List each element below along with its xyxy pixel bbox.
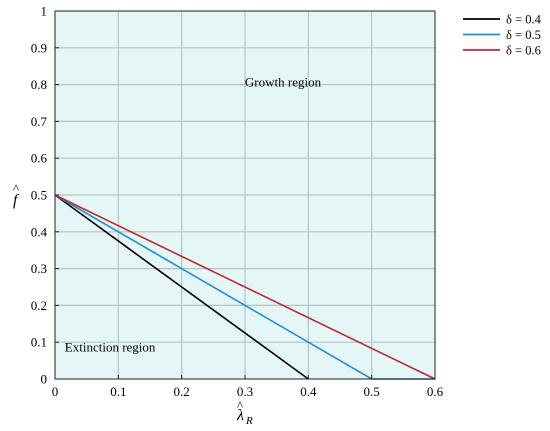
y-tick-label: 0.7 — [31, 114, 48, 129]
y-tick-label: 0.2 — [31, 298, 47, 313]
y-tick-label: 0.6 — [31, 151, 48, 166]
x-tick-label: 0.6 — [427, 384, 444, 399]
x-tick-label: 0.2 — [174, 384, 190, 399]
chart-annotations: Growth region Extinction region — [65, 74, 322, 354]
series-line-1 — [54, 194, 309, 380]
legend-label-2: δ = 0.5 — [506, 28, 541, 42]
x-axis-label: λ R ^ — [236, 398, 253, 427]
y-tick-label: 0.8 — [31, 77, 47, 92]
x-axis-label-subscript: R — [245, 415, 253, 427]
y-axis-label-main: f — [13, 192, 20, 209]
x-axis-label-hat: ^ — [237, 398, 243, 413]
y-tick-label: 1 — [41, 4, 48, 19]
y-tick-label: 0.5 — [31, 188, 47, 203]
legend-label-3: δ = 0.6 — [506, 44, 541, 58]
x-tick-label: 0.1 — [110, 384, 126, 399]
series-line-3 — [54, 194, 436, 380]
y-tick-label: 0.9 — [31, 40, 47, 55]
y-axis-label: f ^ — [13, 181, 20, 209]
legend-label-1: δ = 0.4 — [506, 13, 542, 27]
y-axis-ticks: 0 0.1 0.2 0.3 0.4 0.5 0.6 0.7 0.8 0.9 1 — [31, 4, 59, 387]
y-tick-label: 0.4 — [31, 224, 48, 239]
y-tick-label: 0 — [41, 372, 48, 387]
legend: δ = 0.4δ = 0.5 δ = 0.6 — [463, 13, 542, 58]
y-tick-label: 0.1 — [31, 335, 47, 350]
growth-region-label: Growth region — [245, 74, 322, 89]
x-tick-label: 0 — [52, 384, 59, 399]
x-tick-label: 0.3 — [237, 384, 253, 399]
y-tick-label: 0.3 — [31, 261, 47, 276]
x-axis-label-main: λ — [236, 407, 244, 424]
y-axis-label-hat: ^ — [13, 181, 19, 196]
x-tick-label: 0.4 — [300, 384, 317, 399]
x-axis-ticks: 0 0.1 0.2 0.3 0.4 0.5 0.6 — [52, 375, 444, 399]
x-tick-label: 0.5 — [364, 384, 380, 399]
extinction-region-label: Extinction region — [65, 339, 156, 354]
